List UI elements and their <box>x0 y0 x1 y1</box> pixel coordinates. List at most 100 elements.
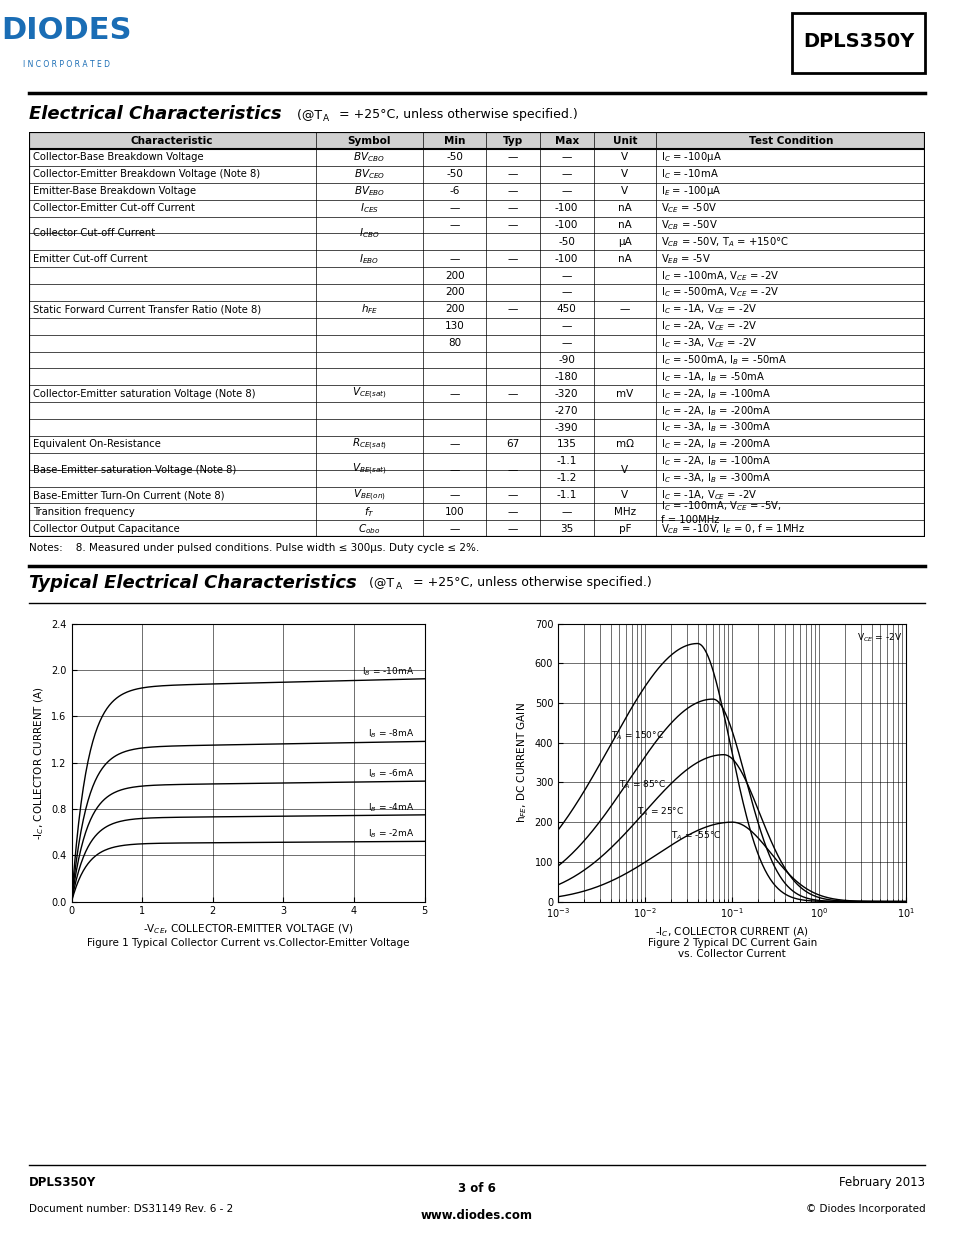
Text: T$_A$ = 85°C: T$_A$ = 85°C <box>618 779 665 792</box>
Text: Symbol: Symbol <box>347 136 391 146</box>
Text: DPLS350Y: DPLS350Y <box>802 32 913 51</box>
Text: 450: 450 <box>557 304 576 315</box>
Text: Equivalent On-Resistance: Equivalent On-Resistance <box>33 440 161 450</box>
Text: —: — <box>507 169 517 179</box>
Text: Collector Cut-off Current: Collector Cut-off Current <box>33 228 155 238</box>
Text: Collector Output Capacitance: Collector Output Capacitance <box>33 524 180 534</box>
Text: A: A <box>322 115 329 124</box>
Text: V$_{CE}$ = -2V: V$_{CE}$ = -2V <box>856 631 902 645</box>
Text: I N C O R P O R A T E D: I N C O R P O R A T E D <box>23 61 111 69</box>
Text: —: — <box>449 440 459 450</box>
Text: V$_{CE(sat)}$: V$_{CE(sat)}$ <box>352 387 387 401</box>
Text: f$_T$: f$_T$ <box>364 505 375 519</box>
Text: -100: -100 <box>555 220 578 230</box>
Text: I$_B$ = -6mA: I$_B$ = -6mA <box>367 767 414 781</box>
Text: BV$_{EBO}$: BV$_{EBO}$ <box>354 184 385 198</box>
Text: —: — <box>449 464 459 474</box>
Text: —: — <box>507 152 517 163</box>
Text: —: — <box>449 490 459 500</box>
Text: I$_E$ = -100μA: I$_E$ = -100μA <box>660 184 720 199</box>
Text: I$_C$ = -3A, I$_B$ = -300mA: I$_C$ = -3A, I$_B$ = -300mA <box>660 472 770 485</box>
Text: Typ: Typ <box>502 136 522 146</box>
Text: -50: -50 <box>558 237 575 247</box>
Text: = +25°C, unless otherwise specified.): = +25°C, unless otherwise specified.) <box>335 107 578 121</box>
Text: I$_C$ = -2A, I$_B$ = -200mA: I$_C$ = -2A, I$_B$ = -200mA <box>660 437 770 451</box>
Text: Static Forward Current Transfer Ratio (Note 8): Static Forward Current Transfer Ratio (N… <box>33 304 261 315</box>
Text: —: — <box>449 389 459 399</box>
Text: DIODES: DIODES <box>2 16 132 44</box>
Text: (@T: (@T <box>364 577 394 589</box>
Text: nA: nA <box>618 220 631 230</box>
Text: 67: 67 <box>506 440 519 450</box>
Text: I$_C$ = -2A, I$_B$ = -100mA: I$_C$ = -2A, I$_B$ = -100mA <box>660 387 770 400</box>
Bar <box>29 132 924 149</box>
Text: -390: -390 <box>555 422 578 432</box>
Text: (@T: (@T <box>293 107 322 121</box>
Text: —: — <box>561 288 571 298</box>
Text: I$_C$ = -500mA, I$_B$ = -50mA: I$_C$ = -500mA, I$_B$ = -50mA <box>660 353 786 367</box>
Text: -180: -180 <box>555 372 578 382</box>
Text: I$_C$ = -100μA: I$_C$ = -100μA <box>660 151 720 164</box>
Text: Max: Max <box>554 136 578 146</box>
Text: I$_C$ = -1A, V$_{CE}$ = -2V: I$_C$ = -1A, V$_{CE}$ = -2V <box>660 303 757 316</box>
Text: I$_C$ = -500mA, V$_{CE}$ = -2V: I$_C$ = -500mA, V$_{CE}$ = -2V <box>660 285 779 299</box>
Text: Test Condition: Test Condition <box>748 136 832 146</box>
Text: -1.1: -1.1 <box>556 490 577 500</box>
Y-axis label: -I$_C$, COLLECTOR CURRENT (A): -I$_C$, COLLECTOR CURRENT (A) <box>32 685 46 840</box>
Text: V$_{BE(on)}$: V$_{BE(on)}$ <box>353 488 385 503</box>
Text: —: — <box>507 524 517 534</box>
Text: —: — <box>507 203 517 214</box>
Text: mΩ: mΩ <box>616 440 634 450</box>
Text: nA: nA <box>618 253 631 264</box>
Text: —: — <box>561 186 571 196</box>
Text: μA: μA <box>618 237 631 247</box>
Text: —: — <box>507 304 517 315</box>
Text: 200: 200 <box>444 270 464 280</box>
Text: Emitter Cut-off Current: Emitter Cut-off Current <box>33 253 148 264</box>
Text: —: — <box>449 203 459 214</box>
Text: —: — <box>507 464 517 474</box>
Text: 80: 80 <box>448 338 460 348</box>
Text: I$_B$ = -10mA: I$_B$ = -10mA <box>361 666 414 678</box>
Text: —: — <box>507 389 517 399</box>
Text: pF: pF <box>618 524 631 534</box>
Text: = +25°C, unless otherwise specified.): = +25°C, unless otherwise specified.) <box>409 577 651 589</box>
Text: -320: -320 <box>555 389 578 399</box>
Text: 200: 200 <box>444 304 464 315</box>
Text: 35: 35 <box>559 524 573 534</box>
Text: —: — <box>561 270 571 280</box>
Text: I$_C$ = -100mA, V$_{CE}$ = -2V: I$_C$ = -100mA, V$_{CE}$ = -2V <box>660 269 779 283</box>
Text: V: V <box>620 169 628 179</box>
Text: V: V <box>620 490 628 500</box>
Text: V: V <box>620 464 628 474</box>
Text: —: — <box>561 169 571 179</box>
Text: Emitter-Base Breakdown Voltage: Emitter-Base Breakdown Voltage <box>33 186 196 196</box>
Text: Collector-Emitter saturation Voltage (Note 8): Collector-Emitter saturation Voltage (No… <box>33 389 255 399</box>
Text: Base-Emitter saturation Voltage (Note 8): Base-Emitter saturation Voltage (Note 8) <box>33 464 236 474</box>
Text: February 2013: February 2013 <box>839 1176 924 1189</box>
Text: V$_{CE}$ = -50V: V$_{CE}$ = -50V <box>660 201 717 215</box>
Text: —: — <box>449 253 459 264</box>
Text: I$_{CES}$: I$_{CES}$ <box>359 201 378 215</box>
Text: —: — <box>619 304 630 315</box>
Text: BV$_{CBO}$: BV$_{CBO}$ <box>354 151 385 164</box>
Text: V$_{BE(sat)}$: V$_{BE(sat)}$ <box>352 462 386 478</box>
Text: -50: -50 <box>446 169 462 179</box>
Text: h$_{FE}$: h$_{FE}$ <box>360 303 377 316</box>
Text: www.diodes.com: www.diodes.com <box>420 1209 533 1221</box>
Text: I$_C$ = -100mA, V$_{CE}$ = -5V,
f = 100MHz: I$_C$ = -100mA, V$_{CE}$ = -5V, f = 100M… <box>660 499 781 525</box>
Text: 200: 200 <box>444 288 464 298</box>
Text: V$_{CB}$ = -50V, T$_A$ = +150°C: V$_{CB}$ = -50V, T$_A$ = +150°C <box>660 235 788 248</box>
Text: V$_{CB}$ = -50V: V$_{CB}$ = -50V <box>660 219 717 232</box>
Text: mV: mV <box>616 389 633 399</box>
Text: -1.2: -1.2 <box>556 473 577 483</box>
Text: -90: -90 <box>558 354 575 366</box>
Text: V: V <box>620 186 628 196</box>
Text: Notes:    8. Measured under pulsed conditions. Pulse width ≤ 300μs. Duty cycle ≤: Notes: 8. Measured under pulsed conditio… <box>29 543 478 553</box>
Text: Typical Electrical Characteristics: Typical Electrical Characteristics <box>29 574 356 592</box>
Text: Unit: Unit <box>612 136 637 146</box>
Text: I$_C$ = -2A, V$_{CE}$ = -2V: I$_C$ = -2A, V$_{CE}$ = -2V <box>660 320 757 333</box>
Text: I$_C$ = -2A, I$_B$ = -200mA: I$_C$ = -2A, I$_B$ = -200mA <box>660 404 770 417</box>
X-axis label: -I$_C$, COLLECTOR CURRENT (A): -I$_C$, COLLECTOR CURRENT (A) <box>655 926 808 940</box>
Text: Collector-Emitter Cut-off Current: Collector-Emitter Cut-off Current <box>33 203 194 214</box>
